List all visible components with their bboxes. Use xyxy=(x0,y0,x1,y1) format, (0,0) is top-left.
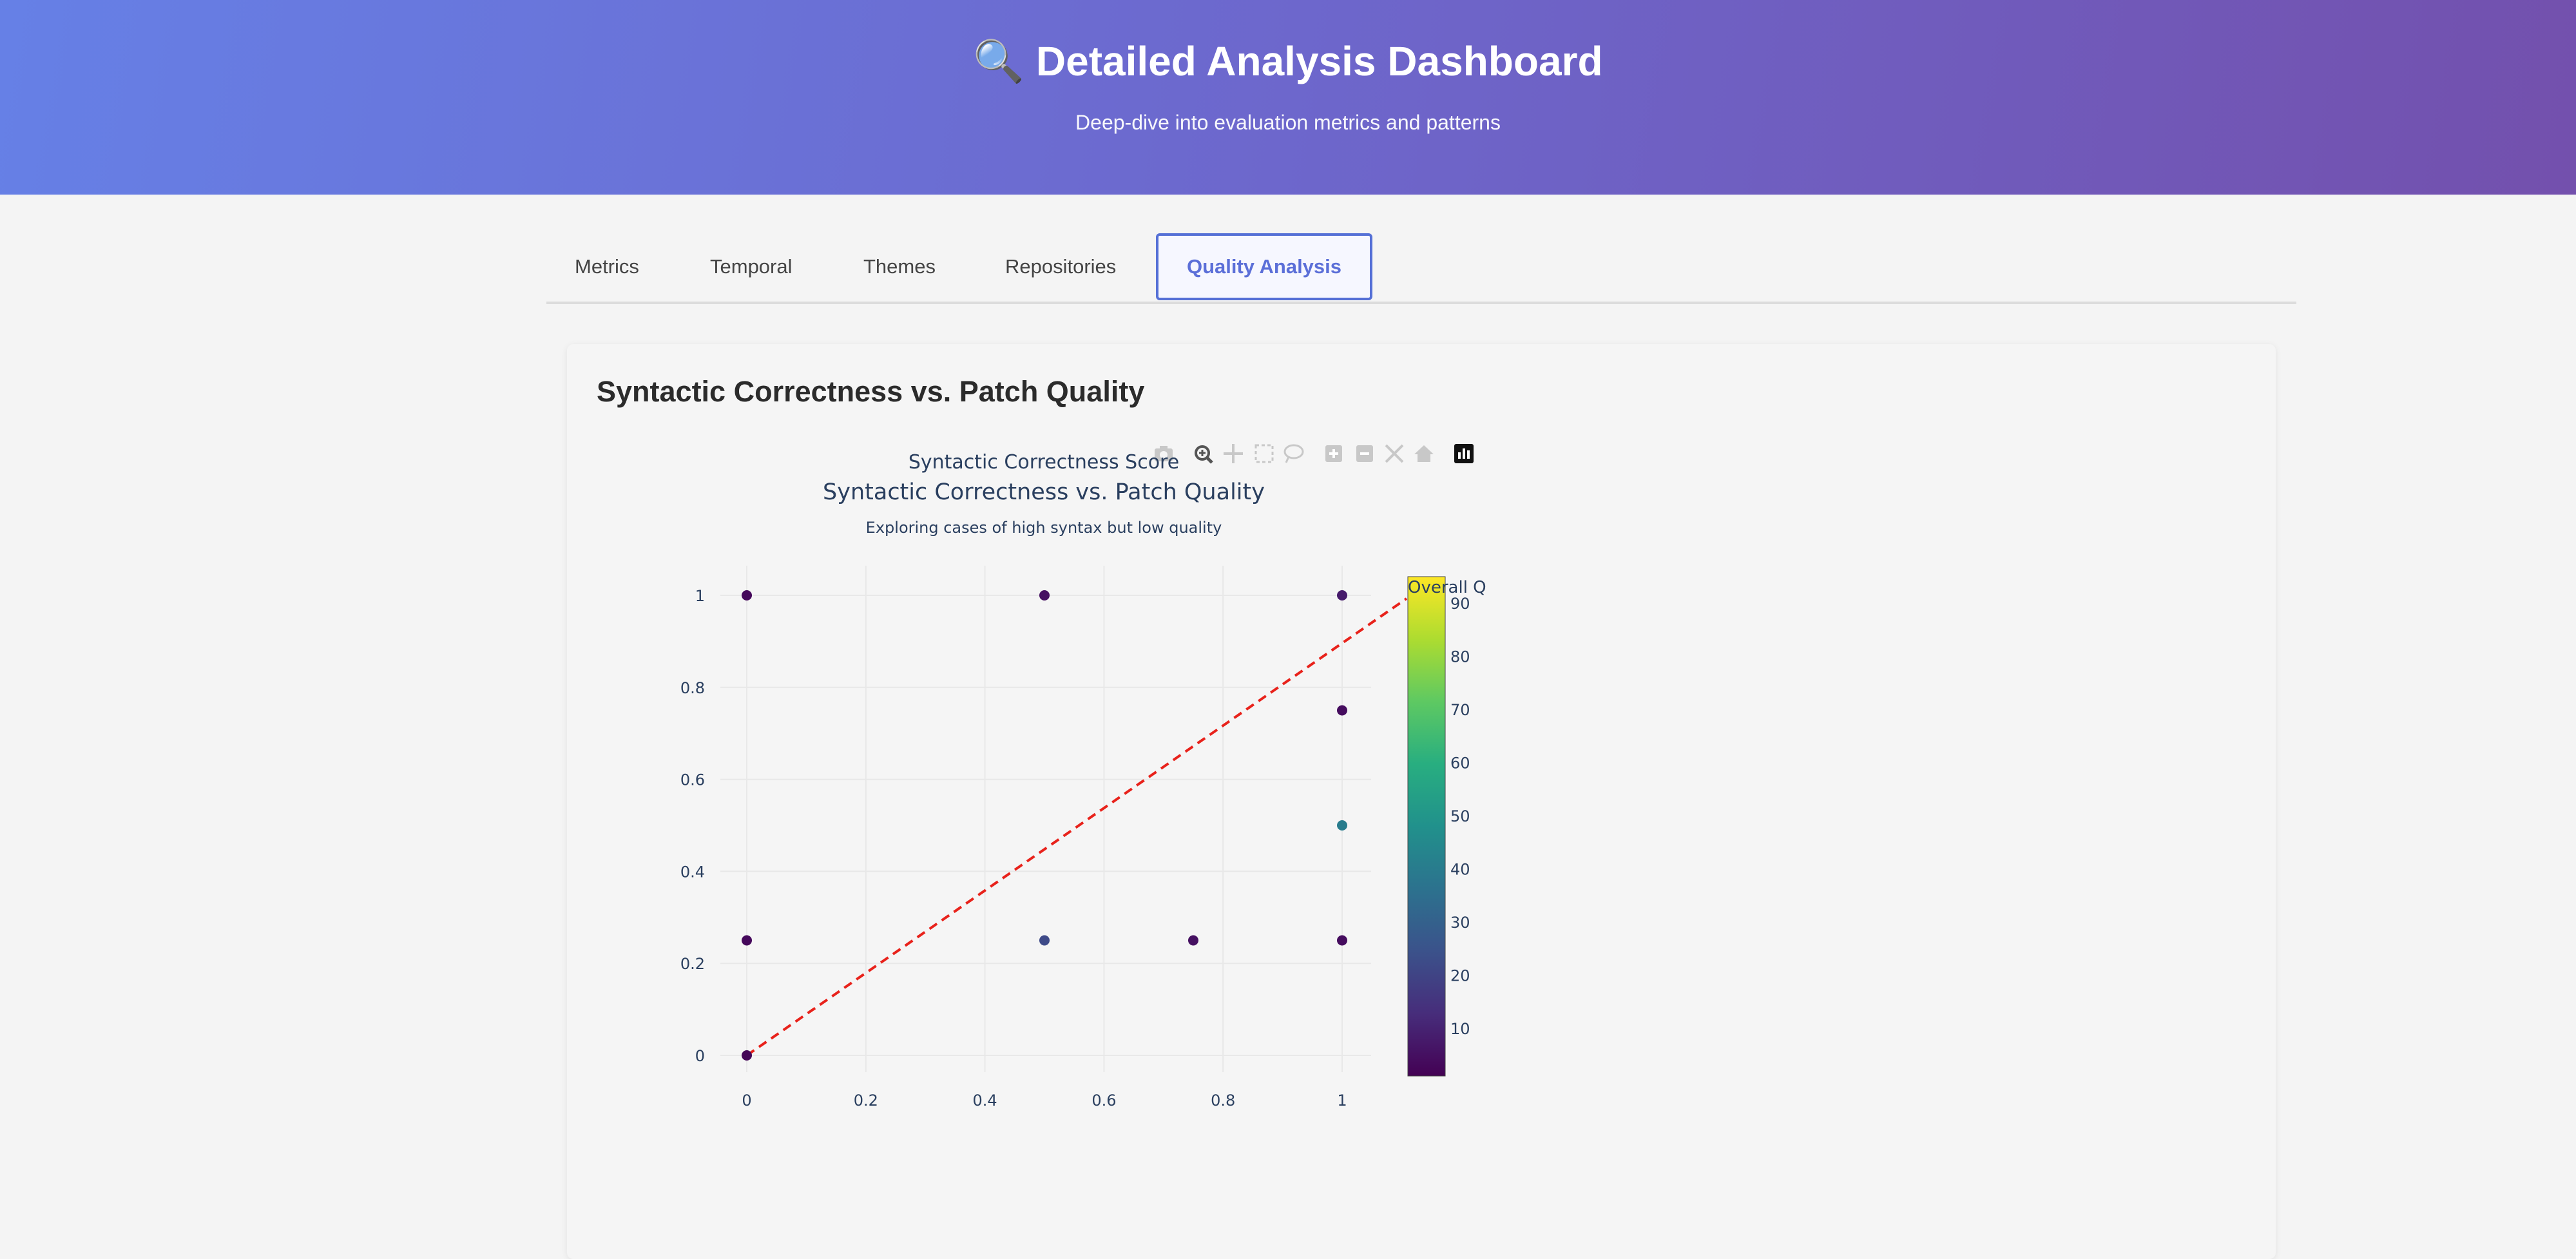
reset-axes-icon[interactable] xyxy=(1414,445,1434,462)
box-select-icon[interactable] xyxy=(1254,444,1274,463)
zoom-in-icon[interactable] xyxy=(1325,445,1342,462)
zoom-icon[interactable] xyxy=(1195,445,1213,464)
plotly-logo-icon[interactable] xyxy=(1454,444,1474,463)
chart-toolbar xyxy=(1155,444,1474,464)
card-title: Syntactic Correctness vs. Patch Quality xyxy=(597,375,1145,408)
zoom-out-icon[interactable] xyxy=(1356,445,1373,462)
lasso-select-icon[interactable] xyxy=(1283,444,1304,463)
tab-temporal[interactable]: Temporal xyxy=(710,255,793,278)
tab-themes[interactable]: Themes xyxy=(863,255,936,278)
camera-icon[interactable] xyxy=(1155,446,1173,461)
tab-bar: Metrics Temporal Themes Repositories Qua… xyxy=(546,233,2296,304)
header-banner: 🔍 Detailed Analysis Dashboard Deep-dive … xyxy=(0,0,2576,195)
tab-repositories[interactable]: Repositories xyxy=(1005,255,1117,278)
pan-icon[interactable] xyxy=(1224,444,1243,463)
tab-quality-analysis[interactable]: Quality Analysis xyxy=(1156,233,1372,300)
tab-metrics[interactable]: Metrics xyxy=(575,255,639,278)
autoscale-icon[interactable] xyxy=(1385,444,1404,463)
page-title: 🔍 Detailed Analysis Dashboard xyxy=(973,38,1603,84)
chart-card: Syntactic Correctness vs. Patch Quality xyxy=(567,344,2276,1259)
page-subtitle: Deep-dive into evaluation metrics and pa… xyxy=(1075,111,1501,134)
